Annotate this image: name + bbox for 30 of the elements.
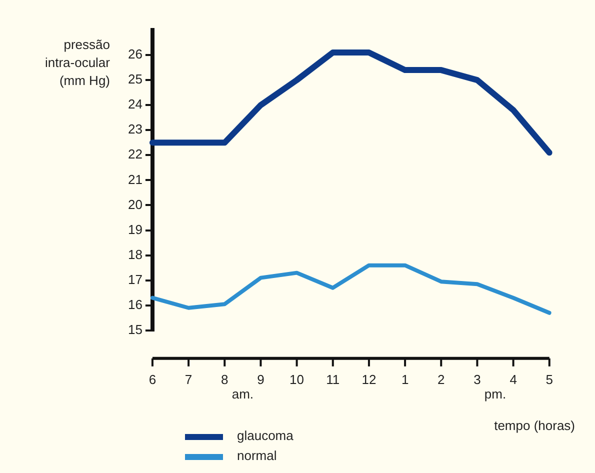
y-axis-title: pressão intra-ocular (mm Hg) xyxy=(44,36,110,90)
y-tick-label: 20 xyxy=(128,196,142,212)
y-tick-label: 15 xyxy=(128,322,142,337)
text: am. xyxy=(232,386,254,402)
y-tick-label: 16 xyxy=(128,296,142,312)
y-tick-label: 22 xyxy=(128,146,142,162)
legend-label: normal xyxy=(236,447,278,465)
x-tick-label: 5 xyxy=(546,372,553,387)
y-tick-label: 24 xyxy=(128,96,142,112)
y-tick-label: 23 xyxy=(128,122,142,137)
x-tick-label: 4 xyxy=(510,372,517,387)
legend-label: glaucoma xyxy=(236,427,294,445)
x-tick-label: 1 xyxy=(401,372,409,387)
x-tick-label: 8 xyxy=(221,372,228,387)
x-tick-label: 3 xyxy=(474,372,481,387)
y-tick-label: 18 xyxy=(128,246,142,262)
x-tick-label: 10 xyxy=(290,372,304,387)
x-tick-label: 2 xyxy=(438,372,445,387)
x-tick-label: 6 xyxy=(148,372,156,387)
text: pm. xyxy=(484,386,506,402)
x-tick-label: 11 xyxy=(326,372,340,387)
y-tick-label: 21 xyxy=(128,172,142,187)
x-axis-title: tempo (horas) xyxy=(494,418,575,433)
y-tick-label: 17 xyxy=(128,272,142,287)
x-tick-label: 12 xyxy=(362,372,376,387)
x-tick-label: 9 xyxy=(257,372,264,387)
x-tick-label: 7 xyxy=(184,372,192,387)
y-tick-label: 19 xyxy=(128,222,142,237)
y-tick-label: 26 xyxy=(128,46,142,62)
y-tick-label: 25 xyxy=(128,72,142,87)
